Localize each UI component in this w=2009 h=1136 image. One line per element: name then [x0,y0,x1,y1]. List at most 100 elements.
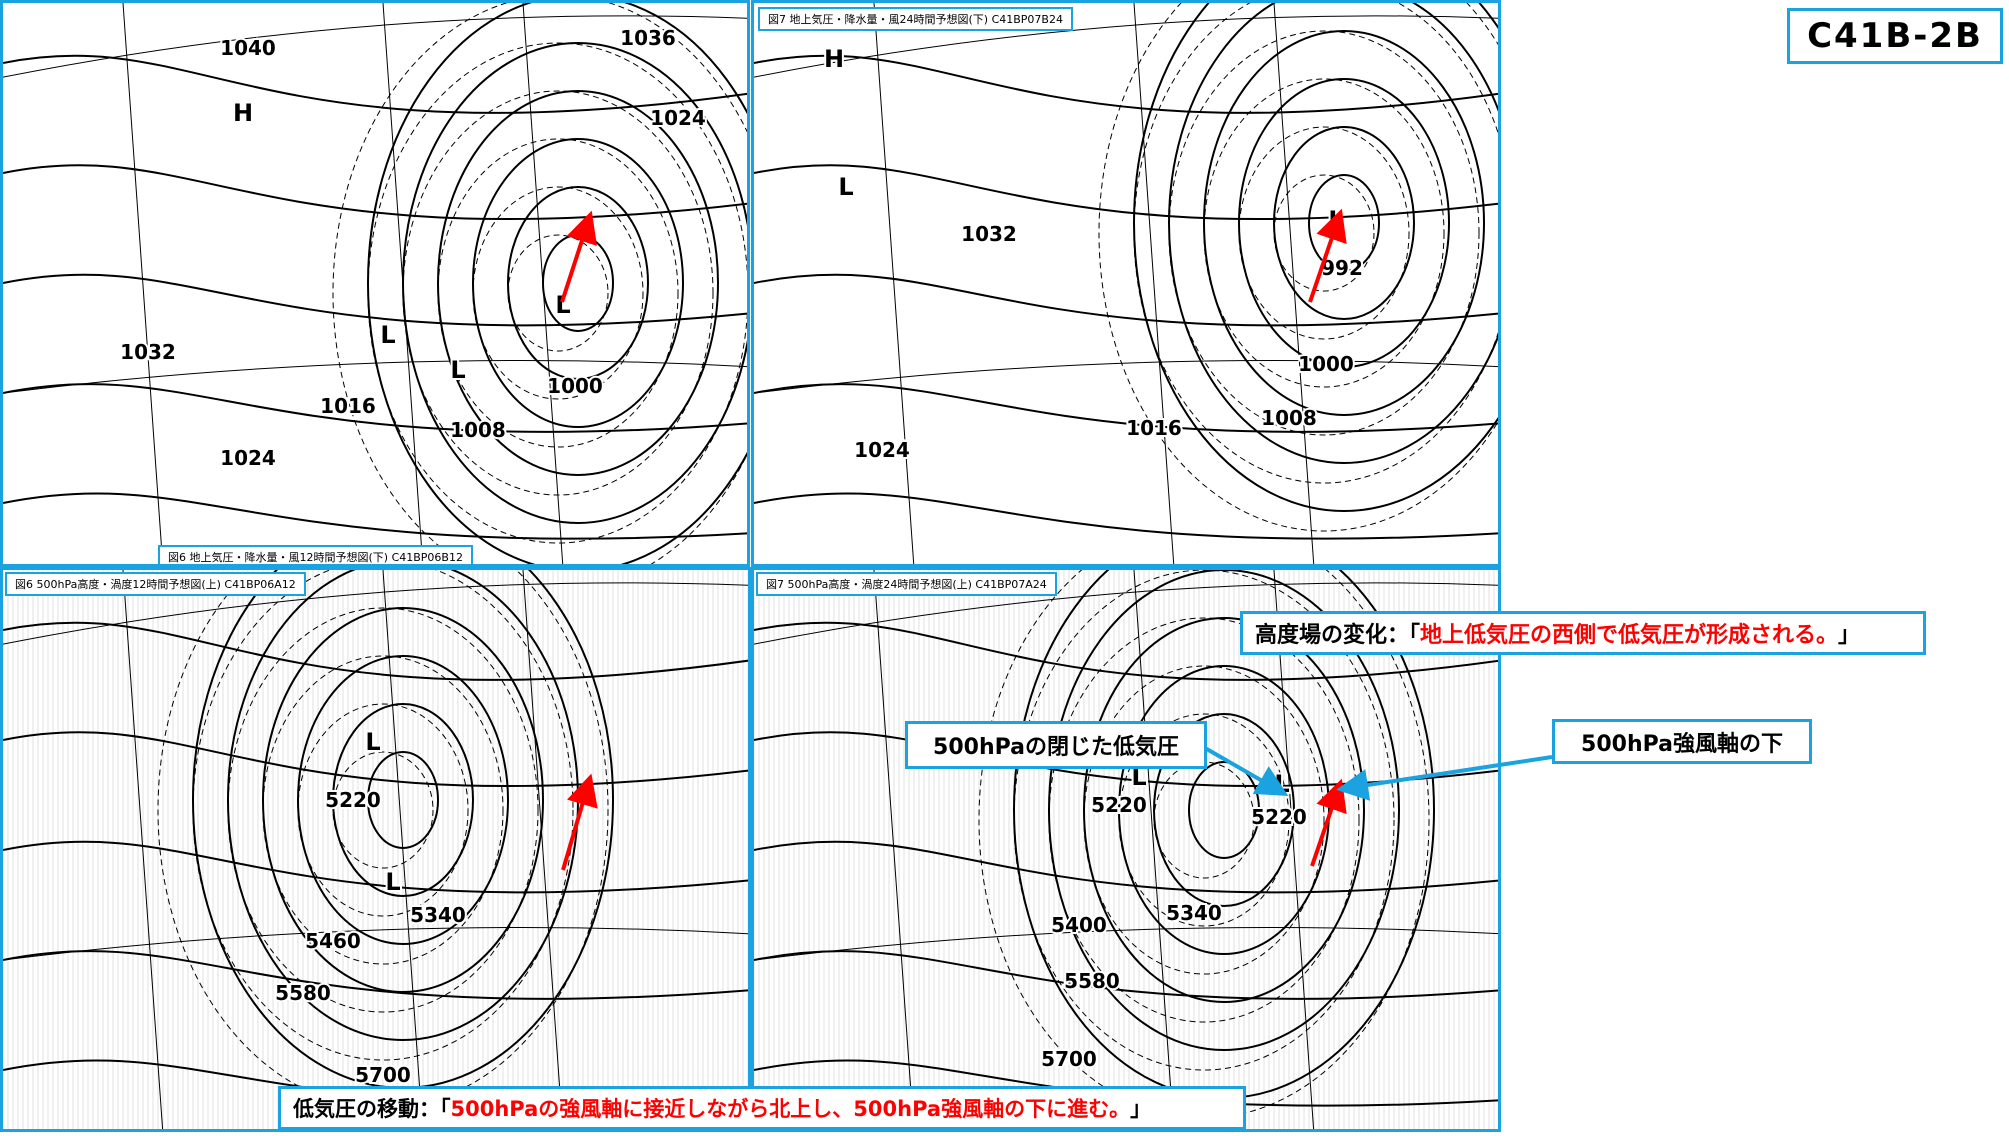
contour-line [367,751,439,849]
contour-line [3,164,747,221]
contour-label: 5400 [1051,913,1107,937]
contour-line [3,273,747,327]
contour-line [3,54,747,114]
contour-line [754,164,1498,221]
dashed-contour [1098,3,1498,532]
contour-label: L [1328,206,1343,234]
contour-label: 1000 [1298,352,1354,376]
contour-label: H [233,99,253,127]
contour-label: 1008 [450,418,506,442]
contour-line [262,607,544,993]
latitude-line [3,15,747,78]
movement-text: 500hPaの強風軸に接近しながら北上し、500hPa強風軸の下に進む。 [450,1097,1131,1121]
contour-label: 1024 [220,446,276,470]
contour-label: 1024 [650,106,706,130]
contour-line [754,840,1498,894]
contour-label: 1032 [120,340,176,364]
quote-close: 」 [1838,623,1861,648]
map-surface-24h: 1032 1024 1016 1008 992 1000 L H L 図7 地上気圧・降水量・風… [751,0,1501,567]
contour-label: 5220 [325,788,381,812]
contour-line [3,492,747,540]
longitude-line [522,570,564,1129]
longitude-line [1133,570,1175,1129]
longitude-line [1273,3,1315,564]
longitude-line [122,3,164,564]
contour-line [1273,126,1415,320]
contour-label: 5220 [1251,805,1307,829]
contour-line [437,90,719,476]
contour-label: 1016 [1126,416,1182,440]
latitude-line [754,927,1498,961]
contour-label: 5340 [1166,901,1222,925]
contour-line [472,138,684,428]
contour-line [754,1059,1498,1107]
contour-line [3,950,748,1000]
height-change-label: 高度場の変化：「 [1255,623,1421,648]
contour-label: L [1274,770,1289,798]
jet-axis-text: 500hPa強風軸の下 [1581,731,1783,757]
contour-line [3,840,748,894]
dashed-contour [1238,126,1410,340]
contour-label: L [380,321,395,349]
map-caption: 図6 500hPa高度・渦度12時間予想図(上) C41BP06A12 [5,572,306,596]
contour-line [1133,3,1498,512]
contour-label: 1036 [620,26,676,50]
movement-label: 低気圧の移動：「 [293,1097,451,1121]
movement-callout: 低気圧の移動：「 500hPaの強風軸に接近しながら北上し、500hPa強風軸の下… [278,1086,1246,1130]
contour-label: H [824,45,844,73]
contour-line [1083,617,1365,1003]
contour-line [542,234,614,332]
contour-line [1153,713,1295,907]
latitude-line [754,360,1498,394]
contour-line [754,383,1498,433]
contour-label: 5700 [355,1063,411,1087]
contour-label: 1000 [547,374,603,398]
contour-line [367,3,747,564]
map-caption: 図7 地上気圧・降水量・風24時間予想図(下) C41BP07B24 [758,7,1073,31]
map-caption: 図6 地上気圧・降水量・風12時間予想図(下) C41BP06B12 [158,545,473,564]
contour-label: 1024 [854,438,910,462]
contour-label: L [555,291,570,319]
map-surface-24h-drawing: 1032 1024 1016 1008 992 1000 L H L [754,3,1498,564]
height-change-callout: 高度場の変化：「 地上低気圧の西側で低気圧が形成される。」 [1240,611,1926,655]
closed-low-text: 500hPaの閉じた低気圧 [933,735,1179,760]
contour-line [754,273,1498,327]
map-surface-12h-drawing: 1040 1036 1024 1032 1016 1008 1000 1024 L H L L [3,3,747,564]
longitude-line [1273,570,1315,1129]
dashed-contour [507,234,609,352]
map-500hpa-24h: 5220 5220 5340 5400 5580 5700 L L 図7 500hPa高度・渦… [751,567,1501,1132]
contour-line [402,42,747,524]
contour-line [1048,570,1400,1051]
contour-label: 5580 [275,981,331,1005]
longitude-line [382,570,424,1129]
map-500hpa-12h-drawing: 5220 5340 5460 5580 5700 L L [3,570,748,1129]
dashed-contour [332,3,747,564]
contour-label: 5700 [1041,1047,1097,1071]
document-tag: C41B-2B [1787,8,2003,64]
contour-label: L [385,868,400,896]
latitude-line [754,15,1498,78]
contour-label: 1016 [320,394,376,418]
contour-label: 5580 [1064,969,1120,993]
latitude-line [3,360,747,394]
contour-label: 5460 [305,929,361,953]
longitude-line [122,570,164,1129]
contour-label: L [838,173,853,201]
contour-label: 1008 [1261,406,1317,430]
quote-close: 」 [1130,1097,1152,1121]
contour-line [507,186,649,380]
longitude-line [1133,3,1175,564]
contour-line [754,621,1498,681]
longitude-line [873,3,915,564]
map-500hpa-12h: 5220 5340 5460 5580 5700 L L 図6 500hPa高度・渦度12時… [0,567,751,1132]
map-caption: 図7 500hPa高度・渦度24時間予想図(上) C41BP07A24 [756,572,1057,596]
contour-label: 5220 [1091,793,1147,817]
height-change-text: 地上低気圧の西側で低気圧が形成される。 [1420,623,1839,648]
map-surface-12h: 1040 1036 1024 1032 1016 1008 1000 1024 L H L L 図6 … [0,0,750,567]
contour-line [1203,30,1485,416]
contour-line [754,54,1498,114]
latitude-line [3,582,748,645]
contour-label: L [365,728,380,756]
latitude-line [3,927,748,961]
jet-axis-callout: 500hPa強風軸の下 [1552,719,1812,764]
